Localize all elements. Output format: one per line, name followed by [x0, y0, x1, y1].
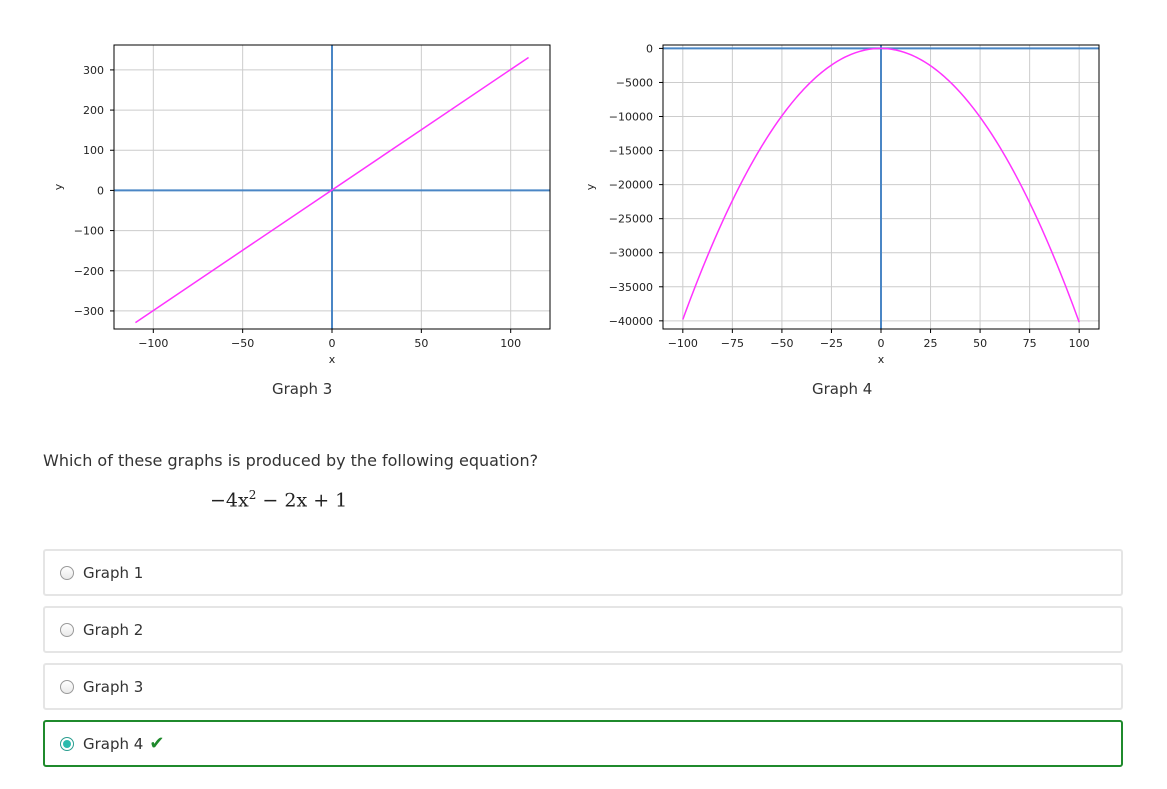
graph-3-series-line-0: [135, 56, 529, 324]
graph-4-tick-label-y: 0: [646, 42, 653, 55]
graphs-canvas: −100 −50 0 50 100 300 200 100 0 −100 −200 −300 x y −1…: [52, 42, 1100, 366]
graph-3-chart: −100 −50 0 50 100 300 200 100 0 −100 −200 −300 x y: [52, 44, 551, 366]
graph-4-tick-label-x: −50: [770, 337, 793, 350]
radio-button[interactable]: [60, 565, 74, 580]
answer-options: Graph 1 Graph 2 Graph 3 Graph 4 ✔: [43, 549, 1123, 777]
graph-3-tick-label-y: −100: [74, 225, 104, 238]
option-label: Graph 2: [83, 620, 144, 639]
graph-4-caption: Graph 4: [812, 380, 873, 398]
graph-3-tick-label-x: −50: [231, 337, 254, 350]
graph-4-tick-label-x: 25: [924, 337, 938, 350]
equation: −4x2 − 2x + 1: [210, 488, 347, 511]
graph-4-x-axis-label: x: [878, 353, 885, 366]
graph-4-tick-label-x: 100: [1069, 337, 1090, 350]
graph-3-y-axis-label: y: [52, 183, 65, 190]
graph-3-tick-label-x: 50: [414, 337, 428, 350]
graph-3-tick-label-y: 200: [83, 104, 104, 117]
option-label: Graph 4: [83, 734, 144, 753]
option-graph-3[interactable]: Graph 3: [43, 663, 1123, 710]
radio-button-selected[interactable]: [60, 736, 74, 751]
checkmark-icon: ✔: [149, 733, 165, 754]
graph-4-tick-label-y: −30000: [609, 247, 653, 260]
option-label: Graph 1: [83, 563, 144, 582]
graph-4-chart: −100 −75 −50 −25 0 25 50 75 100 0 −5000 −10000 −1500…: [584, 42, 1100, 366]
graph-4-tick-label-y: −15000: [609, 145, 653, 158]
equation-prefix: −4x: [210, 489, 249, 512]
equation-power: 2: [248, 488, 257, 502]
graph-4-tick-label-y: −25000: [609, 213, 653, 226]
graph-4-tick-label-x: −75: [721, 337, 744, 350]
graph-3-tick-label-y: 100: [83, 144, 104, 157]
graph-4-tick-label-x: 75: [1023, 337, 1037, 350]
graph-4-tick-label-y: −5000: [616, 76, 653, 89]
radio-button[interactable]: [60, 622, 74, 637]
graph-4-tick-label-y: −35000: [609, 281, 653, 294]
equation-suffix: − 2x + 1: [256, 489, 348, 512]
graph-3-tick-label-y: −300: [74, 305, 104, 318]
graph-4-tick-label-x: −100: [668, 337, 698, 350]
graph-4-tick-label-y: −40000: [609, 315, 653, 328]
graph-4-series-line-0: [682, 47, 1080, 323]
question-text: Which of these graphs is produced by the…: [43, 451, 539, 470]
graph-3-tick-label-y: −200: [74, 265, 104, 278]
graph-4-tick-label-x: 50: [973, 337, 987, 350]
radio-button[interactable]: [60, 679, 74, 694]
option-graph-2[interactable]: Graph 2: [43, 606, 1123, 653]
graph-4-y-axis-label: y: [584, 183, 597, 190]
graph-3-tick-label-x: 0: [329, 337, 336, 350]
graph-3-x-axis-label: x: [329, 353, 336, 366]
graph-3-tick-label-y: 300: [83, 64, 104, 77]
graph-3-tick-label-x: 100: [500, 337, 521, 350]
graph-3-tick-label-x: −100: [138, 337, 168, 350]
graph-4-tick-label-x: 0: [878, 337, 885, 350]
graph-4-tick-label-x: −25: [820, 337, 843, 350]
graph-4-tick-label-y: −10000: [609, 111, 653, 124]
graph-4-tick-label-y: −20000: [609, 179, 653, 192]
graph-3-caption: Graph 3: [272, 380, 333, 398]
option-graph-1[interactable]: Graph 1: [43, 549, 1123, 596]
graph-3-tick-label-y: 0: [97, 184, 104, 197]
option-label: Graph 3: [83, 677, 144, 696]
option-graph-4[interactable]: Graph 4 ✔: [43, 720, 1123, 767]
